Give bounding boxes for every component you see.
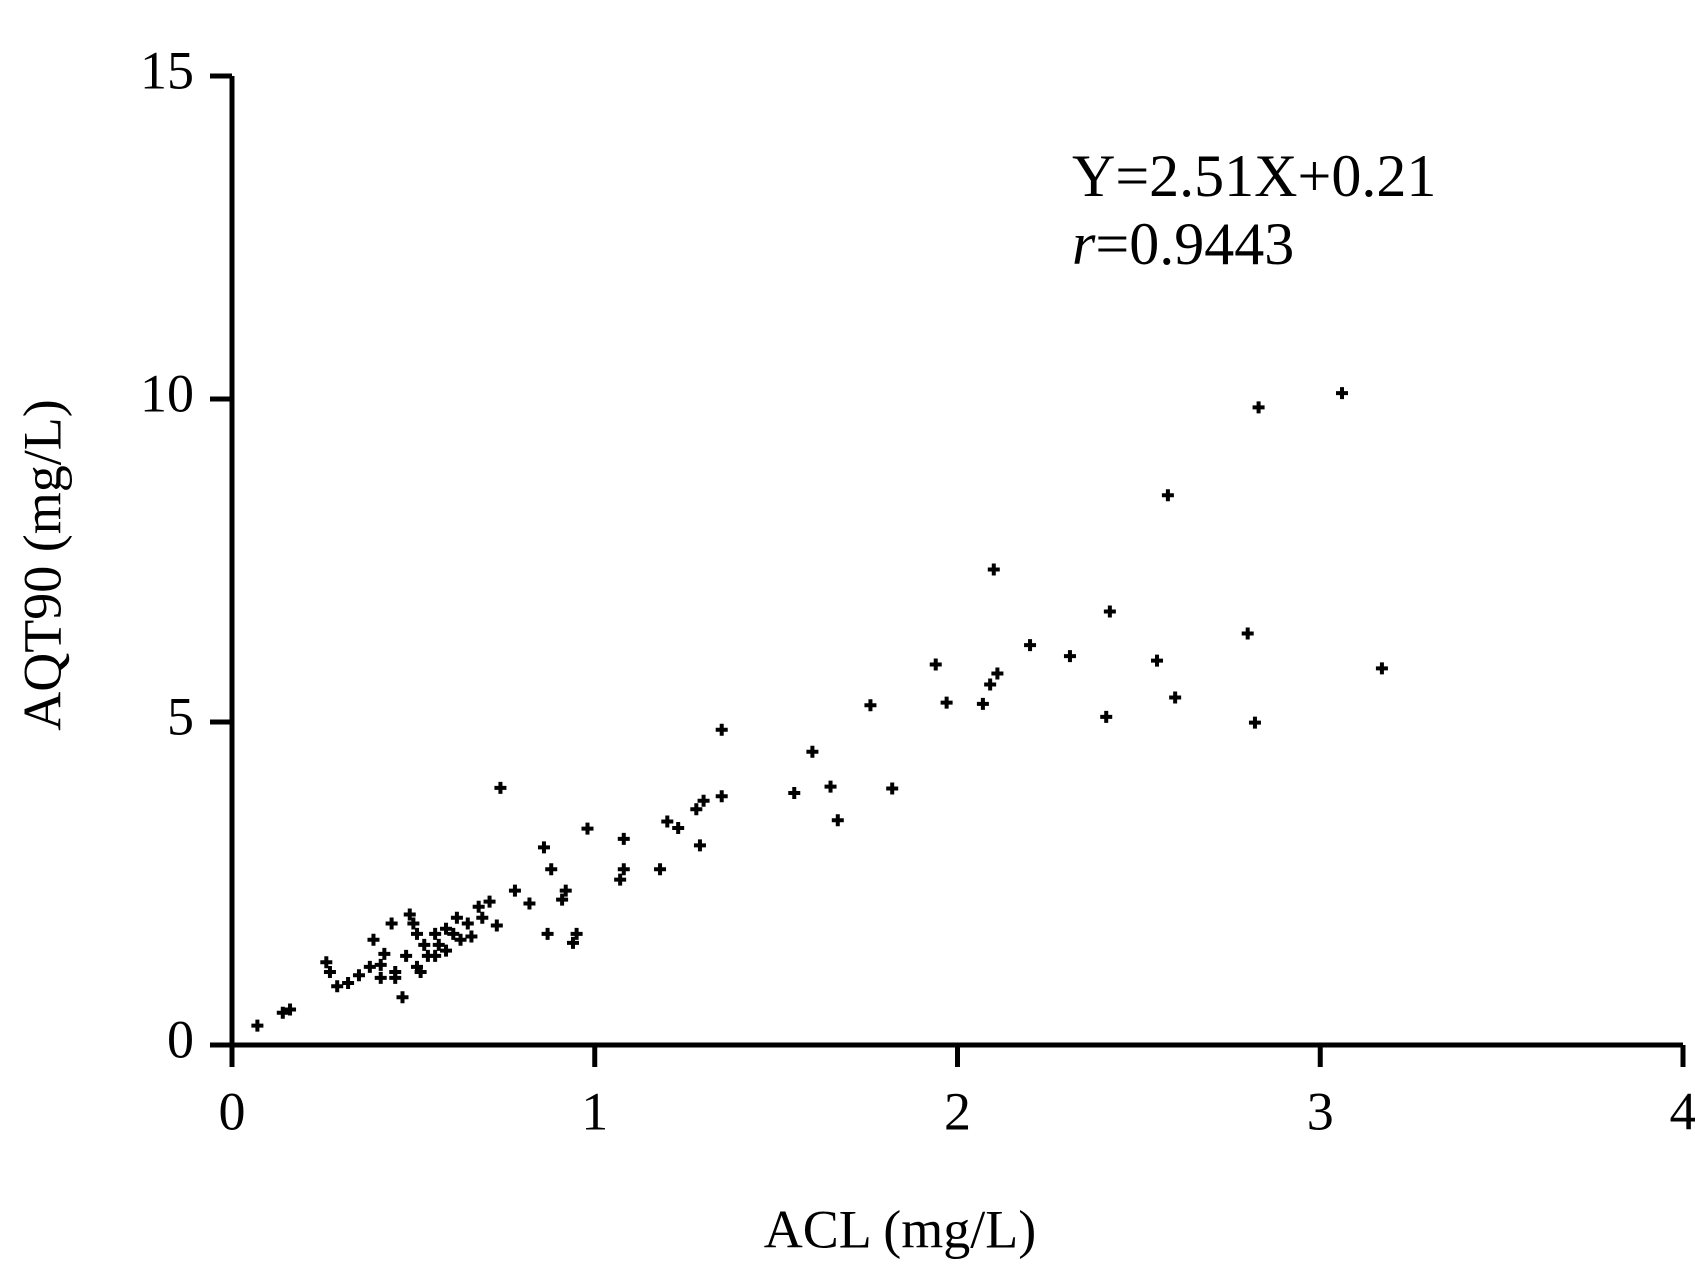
point (654, 863, 667, 876)
point (411, 927, 424, 940)
point (1100, 710, 1113, 723)
point (806, 745, 819, 758)
point (407, 917, 420, 930)
point (418, 938, 431, 951)
point (429, 927, 442, 940)
point (929, 658, 942, 671)
x-axis-title: ACL (mg/L) (764, 1199, 1036, 1259)
point (331, 980, 344, 993)
x-tick-label: 1 (581, 1081, 608, 1141)
x-tick-label: 2 (944, 1081, 971, 1141)
point (545, 863, 558, 876)
point (864, 699, 877, 712)
point (352, 969, 365, 982)
point (940, 696, 953, 709)
point (614, 873, 627, 886)
point (494, 781, 507, 794)
point (987, 563, 1000, 576)
point (1336, 387, 1349, 400)
point (403, 908, 416, 921)
point (661, 815, 674, 828)
point (715, 723, 728, 736)
point (1161, 489, 1174, 502)
point (432, 938, 445, 951)
y-axis-title: AQT90 (mg/L) (12, 399, 72, 730)
point (389, 971, 402, 984)
point (461, 917, 474, 930)
point (476, 911, 489, 924)
point (440, 922, 453, 935)
point (617, 832, 630, 845)
point (556, 893, 569, 906)
x-tick-label: 4 (1670, 1081, 1695, 1141)
point (1169, 691, 1182, 704)
y-tick-label: 0 (167, 1009, 194, 1069)
point (374, 971, 387, 984)
point (715, 790, 728, 803)
point (1241, 627, 1254, 640)
equation: Y=2.51X+0.21 (1072, 143, 1436, 209)
point (447, 927, 460, 940)
point (1063, 650, 1076, 663)
point (831, 814, 844, 827)
point (523, 897, 536, 910)
point (396, 991, 409, 1004)
x-tick-label: 3 (1307, 1081, 1334, 1141)
point (490, 919, 503, 932)
point (886, 782, 899, 795)
point (450, 911, 463, 924)
point (566, 936, 579, 949)
point (400, 949, 413, 962)
point (472, 900, 485, 913)
point (284, 1003, 297, 1016)
y-tick-label: 15 (140, 40, 194, 100)
y-tick-label: 5 (167, 686, 194, 746)
point (824, 780, 837, 793)
point (378, 947, 391, 960)
point (672, 821, 685, 834)
point (483, 895, 496, 908)
point (385, 917, 398, 930)
point (508, 884, 521, 897)
point (690, 803, 703, 816)
point (984, 678, 997, 691)
point (541, 927, 554, 940)
point (367, 933, 380, 946)
point (1024, 639, 1037, 652)
point (465, 930, 478, 943)
point (440, 944, 453, 957)
point (697, 794, 710, 807)
point (320, 956, 333, 969)
point (788, 787, 801, 800)
point (414, 966, 427, 979)
x-tick-label: 0 (219, 1081, 246, 1141)
point (276, 1006, 289, 1019)
point (617, 863, 630, 876)
point (537, 841, 550, 854)
point (429, 949, 442, 962)
point (693, 839, 706, 852)
point (1103, 605, 1116, 618)
point (570, 927, 583, 940)
point (976, 697, 989, 710)
point (1375, 662, 1388, 675)
point (454, 933, 467, 946)
point (374, 958, 387, 971)
point (1252, 401, 1265, 414)
point (342, 976, 355, 989)
point (1248, 716, 1261, 729)
point (559, 884, 572, 897)
point (991, 667, 1004, 680)
point (323, 966, 336, 979)
point (1151, 654, 1164, 667)
correlation: r=0.9443 (1072, 211, 1294, 277)
y-tick-label: 10 (140, 363, 194, 423)
point (251, 1019, 264, 1032)
point (363, 960, 376, 973)
point (581, 822, 594, 835)
